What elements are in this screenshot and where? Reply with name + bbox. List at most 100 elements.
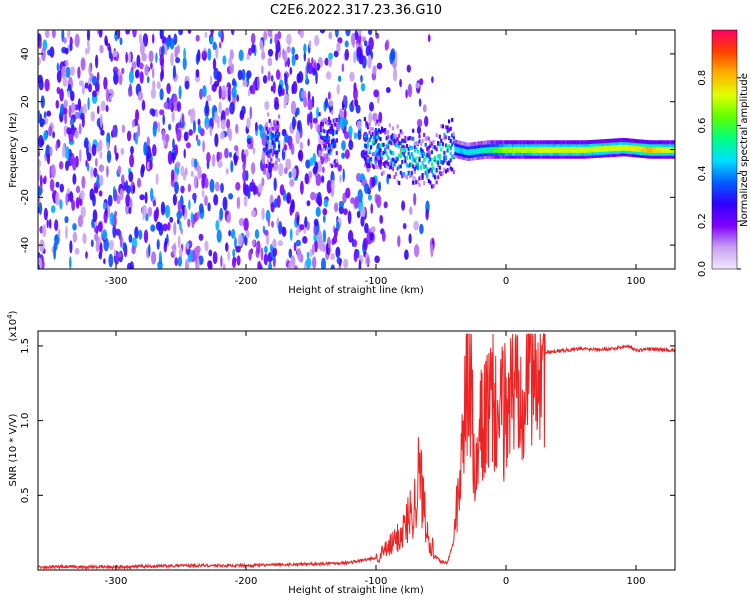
ridge-cell <box>385 144 388 149</box>
colorbar-tick-label: 0.6 <box>697 118 708 134</box>
ridge-cell <box>551 146 554 151</box>
noise-cell <box>78 123 82 135</box>
ridge-cell <box>502 148 505 153</box>
ridge-cell <box>374 138 377 143</box>
noise-cell <box>172 138 175 151</box>
ridge-cell <box>536 140 540 145</box>
ridge-cell <box>551 148 554 153</box>
ridge-cell <box>374 156 377 161</box>
ridge-cell <box>643 148 646 153</box>
ridge-cell <box>641 142 644 147</box>
ridge-cell <box>396 137 399 142</box>
ridge-cell <box>583 148 586 153</box>
noise-cell <box>66 127 72 135</box>
noise-cell <box>261 65 264 75</box>
ridge-cell <box>610 138 613 143</box>
ridge-cell <box>390 165 393 170</box>
ridge-cell <box>444 135 448 140</box>
ridge-cell <box>574 146 577 151</box>
noise-cell <box>260 247 264 261</box>
ridge-cell <box>473 147 476 152</box>
ridge-cell <box>513 143 516 148</box>
ridge-cell <box>379 165 382 170</box>
noise-cell <box>248 47 252 56</box>
ridge-cell <box>426 167 429 172</box>
ridge-cell <box>265 122 268 127</box>
noise-cell <box>81 85 86 95</box>
ridge-cell <box>457 154 460 159</box>
ridge-cell <box>538 148 541 153</box>
ridge-cell <box>419 141 423 146</box>
noise-cell <box>161 129 166 142</box>
ridge-cell <box>496 151 499 156</box>
ridge-cell <box>448 127 451 132</box>
ridge-cell <box>384 160 387 165</box>
ridge-cell <box>508 151 512 156</box>
ridge-cell <box>524 146 527 151</box>
ridge-cell <box>613 147 616 152</box>
y-tick-label: 1.0 <box>20 413 31 429</box>
ridge-cell <box>273 166 276 171</box>
ridge-cell <box>396 179 399 184</box>
ridge-cell <box>622 143 625 148</box>
noise-cell <box>405 89 408 99</box>
ridge-cell <box>413 145 416 149</box>
ridge-cell <box>387 174 390 179</box>
ridge-cell <box>524 140 527 145</box>
y-tick-label: 20 <box>20 95 31 108</box>
ridge-cell <box>327 157 331 162</box>
noise-cell <box>56 70 62 83</box>
noise-cell <box>190 170 194 177</box>
noise-cell <box>424 115 429 127</box>
noise-cell <box>172 152 175 164</box>
noise-cell <box>220 119 227 130</box>
noise-cell <box>179 220 182 231</box>
noise-cell <box>215 220 220 231</box>
noise-cell <box>166 233 169 244</box>
ridge-cell <box>267 159 270 164</box>
ridge-cell <box>533 154 536 159</box>
noise-cell <box>390 48 396 61</box>
noise-cell <box>176 44 181 55</box>
ridge-cell <box>504 140 507 145</box>
noise-cell <box>315 175 319 186</box>
ridge-cell <box>432 173 435 178</box>
snr-series-line <box>38 333 675 570</box>
ridge-cell <box>590 148 593 153</box>
ridge-cell <box>274 132 278 136</box>
ridge-cell <box>466 154 469 159</box>
ridge-cell <box>541 146 544 151</box>
ridge-cell <box>635 147 638 152</box>
noise-cell <box>94 226 98 233</box>
noise-cell <box>169 216 174 223</box>
noise-cell <box>61 146 66 158</box>
ridge-cell <box>547 151 551 156</box>
ridge-cell <box>607 147 610 152</box>
ridge-cell <box>668 143 671 148</box>
noise-cell <box>321 257 326 269</box>
noise-cell <box>299 141 304 150</box>
noise-cell <box>370 226 376 234</box>
noise-cell <box>341 140 346 151</box>
noise-cell <box>152 123 157 137</box>
ridge-cell <box>452 132 455 137</box>
noise-cell <box>150 224 156 232</box>
ridge-cell <box>624 140 627 145</box>
ridge-cell <box>560 154 563 159</box>
ridge-cell <box>497 151 501 156</box>
ridge-cell <box>363 156 366 161</box>
noise-cell <box>330 253 335 261</box>
ridge-cell <box>491 146 494 151</box>
ridge-cell <box>454 142 457 147</box>
noise-cell <box>288 261 293 269</box>
ridge-cell <box>672 154 675 159</box>
ridge-cell <box>335 159 338 163</box>
ridge-cell <box>491 140 494 145</box>
ridge-cell <box>419 165 423 170</box>
ridge-cell <box>413 170 416 175</box>
ridge-cell <box>630 141 633 146</box>
noise-cell <box>152 80 156 90</box>
ridge-cell <box>621 152 624 157</box>
noise-cell <box>285 83 289 93</box>
ridge-cell <box>664 154 668 159</box>
